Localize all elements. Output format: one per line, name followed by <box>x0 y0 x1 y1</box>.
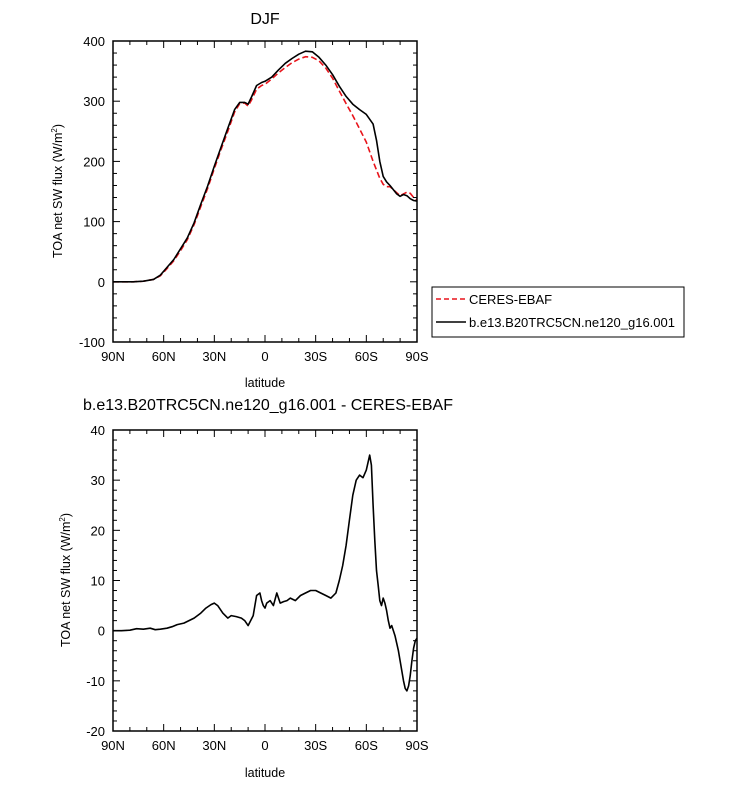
top-y-tick-label: 100 <box>83 215 105 230</box>
bottom-panel: b.e13.B20TRC5CN.ne120_g16.001 - CERES-EB… <box>58 397 453 780</box>
top-x-tick-label: 30N <box>202 349 226 364</box>
bottom-x-tick-label: 60S <box>355 738 378 753</box>
bottom-y-axis-label: TOA net SW flux (W/m2) <box>58 513 73 647</box>
top-chart-title: DJF <box>250 11 280 28</box>
bottom-y-tick-label: -20 <box>86 724 105 739</box>
top-y-tick-label: -100 <box>79 335 105 350</box>
top-plot-frame <box>112 40 418 343</box>
bottom-chart-title: b.e13.B20TRC5CN.ne120_g16.001 - CERES-EB… <box>83 397 453 414</box>
bottom-y-tick-label: -10 <box>86 674 105 689</box>
top-x-tick-label: 30S <box>304 349 327 364</box>
top-y-axis-label: TOA net SW flux (W/m2) <box>50 124 65 258</box>
legend-box <box>431 286 685 338</box>
bottom-y-tick-label: 0 <box>98 624 105 639</box>
top-series-line-ceres <box>113 55 418 283</box>
top-y-tick-label: 200 <box>83 154 105 169</box>
legend: CERES-EBAF b.e13.B20TRC5CN.ne120_g16.001 <box>431 286 685 338</box>
top-series-line-model <box>113 50 418 283</box>
bottom-y-tick-label: 10 <box>91 574 105 589</box>
bottom-x-tick-label: 90N <box>101 738 125 753</box>
bottom-y-tick-label: 20 <box>91 523 105 538</box>
bottom-x-tick-label: 60N <box>152 738 176 753</box>
top-x-axis-label: latitude <box>245 376 285 390</box>
bottom-x-tick-label: 30N <box>202 738 226 753</box>
top-x-tick-label: 60S <box>355 349 378 364</box>
bottom-y-tick-label: 30 <box>91 473 105 488</box>
legend-label-ceres: CERES-EBAF <box>469 292 552 307</box>
top-x-tick-label: 90S <box>405 349 428 364</box>
top-x-tick-label: 60N <box>152 349 176 364</box>
top-panel: DJF 90N 60N 30N 0 30S 60S 90S -100 0 100 200 300 400… <box>50 11 685 390</box>
bottom-series-line-model <box>113 454 418 692</box>
top-y-tick-label: 300 <box>83 94 105 109</box>
top-y-tick-label: 0 <box>98 275 105 290</box>
top-y-tick-label: 400 <box>83 34 105 49</box>
legend-label-model: b.e13.B20TRC5CN.ne120_g16.001 <box>469 315 675 330</box>
bottom-y-tick-label: 40 <box>91 423 105 438</box>
top-x-tick-label: 0 <box>261 349 268 364</box>
bottom-x-tick-label: 90S <box>405 738 428 753</box>
top-x-tick-label: 90N <box>101 349 125 364</box>
bottom-x-tick-label: 30S <box>304 738 327 753</box>
bottom-x-tick-label: 0 <box>261 738 268 753</box>
bottom-x-axis-label: latitude <box>245 766 285 780</box>
